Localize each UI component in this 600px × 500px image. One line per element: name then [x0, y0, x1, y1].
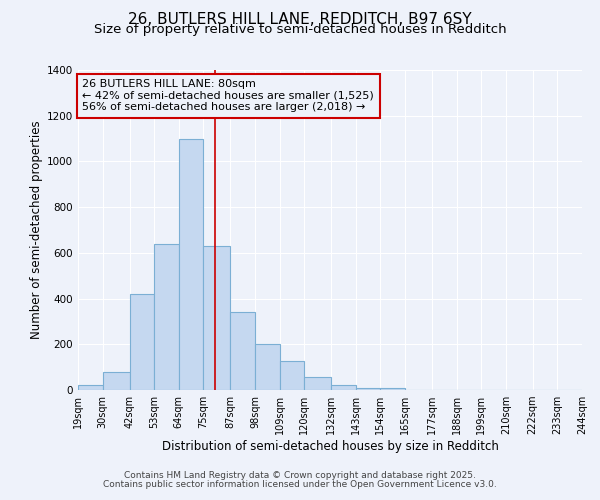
Bar — [255, 344, 280, 390]
Bar — [203, 246, 230, 390]
Text: Contains HM Land Registry data © Crown copyright and database right 2025.: Contains HM Land Registry data © Crown c… — [124, 471, 476, 480]
Text: Contains public sector information licensed under the Open Government Licence v3: Contains public sector information licen… — [103, 480, 497, 489]
X-axis label: Distribution of semi-detached houses by size in Redditch: Distribution of semi-detached houses by … — [161, 440, 499, 453]
Bar — [78, 386, 103, 390]
Bar — [154, 244, 179, 390]
Bar — [230, 312, 255, 390]
Y-axis label: Number of semi-detached properties: Number of semi-detached properties — [30, 120, 43, 340]
Bar — [179, 138, 203, 390]
Bar — [130, 294, 154, 390]
Text: 26 BUTLERS HILL LANE: 80sqm
← 42% of semi-detached houses are smaller (1,525)
56: 26 BUTLERS HILL LANE: 80sqm ← 42% of sem… — [82, 79, 374, 112]
Bar — [356, 388, 380, 390]
Bar — [380, 388, 405, 390]
Bar — [304, 378, 331, 390]
Bar — [280, 362, 304, 390]
Bar — [103, 372, 130, 390]
Bar — [331, 386, 356, 390]
Text: Size of property relative to semi-detached houses in Redditch: Size of property relative to semi-detach… — [94, 22, 506, 36]
Text: 26, BUTLERS HILL LANE, REDDITCH, B97 6SY: 26, BUTLERS HILL LANE, REDDITCH, B97 6SY — [128, 12, 472, 28]
